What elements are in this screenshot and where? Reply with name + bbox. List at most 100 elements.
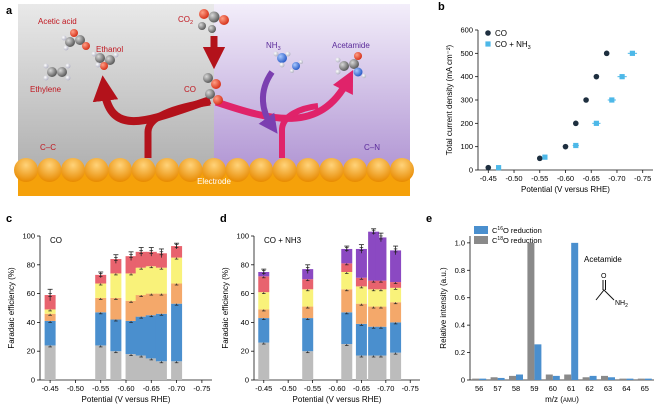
ethylene-label: Ethylene xyxy=(30,85,62,94)
bar-segment-red xyxy=(375,280,387,290)
bar-segment-blue xyxy=(145,315,157,359)
bar-segment-blue xyxy=(258,318,270,343)
point-co-nh3 xyxy=(542,154,548,160)
bar-segment-yellow xyxy=(355,286,367,304)
bar-c16o xyxy=(497,377,505,380)
co2-molecule xyxy=(198,9,229,33)
acetic-acid-label: Acetic acid xyxy=(38,17,77,26)
bar-segment-blue xyxy=(302,318,314,352)
panel-letter-c: c xyxy=(6,213,12,225)
bar-segment-gray xyxy=(355,355,367,380)
point-co xyxy=(562,143,569,150)
y-axis-label: Relative intensity (a.u.) xyxy=(439,267,448,349)
y-axis-label: Faradaic efficiency (%) xyxy=(7,267,16,349)
electrode-atom xyxy=(249,158,273,182)
x-tick-label: 62 xyxy=(585,384,593,393)
bar-segment-purple xyxy=(341,248,353,264)
bar-segment-yellow xyxy=(171,257,183,284)
x-tick-label: -0.50 xyxy=(505,174,522,183)
bar-c16o xyxy=(516,374,523,380)
bar-segment-blue xyxy=(375,326,387,356)
point-co-nh3 xyxy=(593,120,599,126)
y-tick-label: 0.6 xyxy=(455,293,465,302)
y-tick-label: 80 xyxy=(241,260,249,269)
bar-segment-gray xyxy=(145,358,157,380)
bar-segment-red xyxy=(135,251,147,268)
x-tick-label: 56 xyxy=(475,384,483,393)
bar-segment-blue xyxy=(171,303,183,362)
bar-segment-blue xyxy=(125,320,137,355)
bar-segment-orange xyxy=(171,283,183,304)
y-tick-label: 20 xyxy=(241,347,249,356)
bar-segment-orange xyxy=(44,313,56,321)
y-tick-label: 100 xyxy=(460,142,473,151)
acetamide-skeleton xyxy=(595,289,615,301)
bar-segment-blue xyxy=(44,320,56,346)
bar-c16o xyxy=(571,242,579,380)
bar-segment-blue xyxy=(155,313,167,362)
bar-segment-orange xyxy=(390,302,402,323)
bar-segment-red xyxy=(341,263,353,272)
bar-c16o xyxy=(626,378,634,380)
bar-segment-gray xyxy=(375,355,387,380)
bar-segment-purple xyxy=(355,248,367,278)
bar-segment-blue xyxy=(368,326,380,356)
acetamide-structure: Acetamide O NH2 xyxy=(584,255,628,309)
electrode-atom xyxy=(37,158,62,182)
bar-c18o xyxy=(637,378,645,380)
chart-c: -0.45 -0.50 -0.55 -0.60 -0.65 -0.70 -0.75 0 20 40… xyxy=(7,232,212,404)
bar-c18o xyxy=(582,377,590,380)
x-tick-label: -0.65 xyxy=(583,174,600,183)
y-tick-label: 40 xyxy=(241,318,249,327)
point-co xyxy=(603,50,610,57)
electrode-atom xyxy=(178,158,203,182)
panel-d-inset-label: CO + NH3 xyxy=(264,236,302,245)
acetamide-label: Acetamide xyxy=(332,41,370,50)
electrode-atom xyxy=(343,158,367,182)
electrode-atom xyxy=(108,158,132,182)
panel-b: b -0.45 -0.50 -0.55 -0.60 -0.65 -0.70 -0.75 0 10… xyxy=(438,1,653,194)
chart-e: 0 0.2 0.4 0.6 0.8 1.0 56 57 58 59 60 61 62 63 64 65 m/z … xyxy=(439,226,654,404)
bar-segment-yellow xyxy=(155,267,167,294)
legend-label: C16O reduction xyxy=(492,226,542,235)
point-co xyxy=(593,73,600,80)
bar-c18o xyxy=(564,374,572,380)
bar-segment-yellow xyxy=(390,287,402,303)
y-tick-label: 200 xyxy=(460,119,473,128)
x-tick-label: 64 xyxy=(622,384,630,393)
legend-label: C18O reduction xyxy=(492,236,542,245)
bar-segment-gray xyxy=(368,355,380,380)
bar-segment-gray xyxy=(125,354,137,380)
point-co xyxy=(583,97,589,103)
electrode-atom xyxy=(155,158,179,182)
point-co xyxy=(536,155,543,162)
bar-segment-orange xyxy=(110,297,122,320)
electrode-atom xyxy=(61,158,85,182)
x-tick-label: -0.55 xyxy=(92,384,109,393)
chart-b: -0.45 -0.50 -0.55 -0.60 -0.65 -0.70 -0.75 0 100 2… xyxy=(445,26,653,194)
bar-c16o xyxy=(534,344,542,380)
point-co-nh3 xyxy=(609,97,615,103)
electrode-atom xyxy=(319,158,344,182)
co2-label: CO2 xyxy=(178,15,193,26)
legend-swatch xyxy=(474,236,488,244)
bar-segment-gray xyxy=(155,361,167,380)
x-tick-label: 60 xyxy=(549,384,557,393)
cc-label: C–C xyxy=(40,143,56,152)
bar-c16o xyxy=(589,375,597,380)
point-co xyxy=(485,164,492,171)
bar-segment-gray xyxy=(341,344,353,380)
x-tick-label: -0.60 xyxy=(328,384,345,393)
x-tick-label: -0.45 xyxy=(42,384,59,393)
panel-e: e 0 0.2 0.4 0.6 0.8 1.0 56 57 58 59 60 61 62 63 64 65 m/… xyxy=(426,213,654,404)
x-tick-label: -0.65 xyxy=(353,384,370,393)
y-tick-label: 60 xyxy=(241,289,249,298)
point-co-nh3 xyxy=(495,165,502,171)
electrode-atom xyxy=(390,158,414,182)
y-axis-label: Faradaic efficiency (%) xyxy=(221,267,230,349)
electrode-atom xyxy=(296,158,320,182)
x-tick-label: -0.75 xyxy=(193,384,210,393)
bar-segment-blue xyxy=(355,323,367,356)
panel-c-inset-label: CO xyxy=(50,236,62,245)
bar-c16o xyxy=(608,377,615,380)
